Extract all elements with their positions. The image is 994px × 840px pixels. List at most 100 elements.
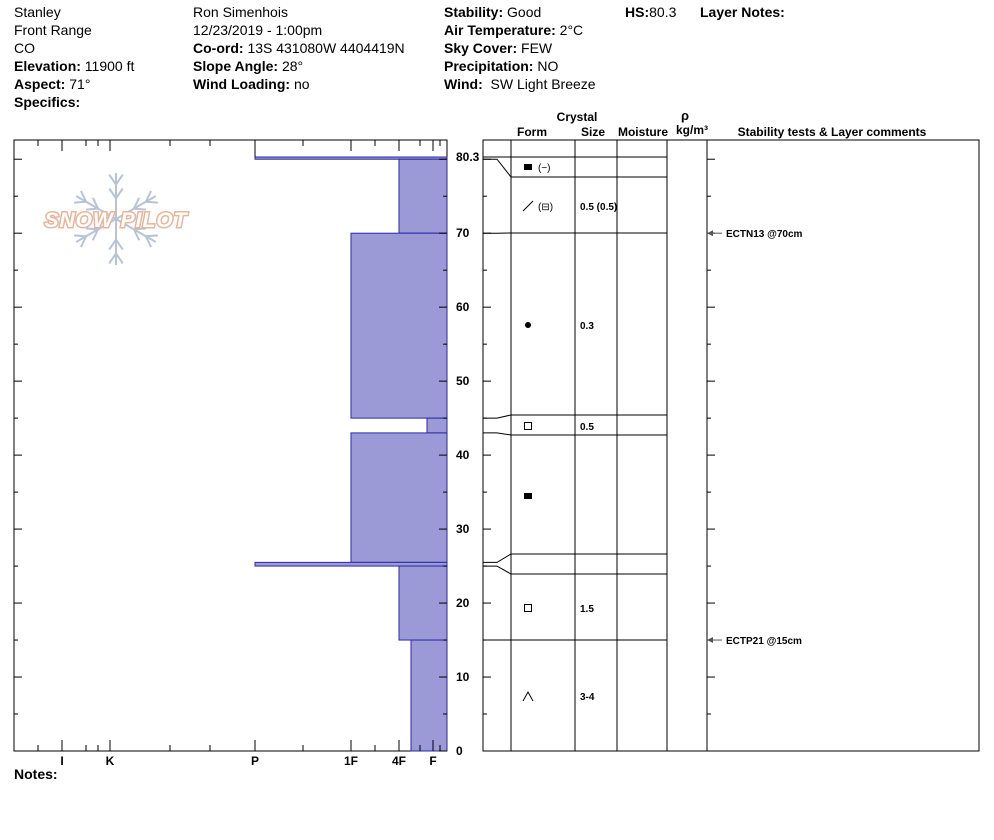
hardness-bar <box>254 561 448 567</box>
layer-boundary <box>483 553 667 563</box>
size-header: Size <box>581 125 605 139</box>
hardness-bar <box>426 417 448 434</box>
datetime: 12/23/2019 - 1:00pm <box>193 22 323 38</box>
flake-branch <box>115 174 124 186</box>
faceted-icon <box>524 604 532 612</box>
sky-cover: Sky Cover: FEW <box>444 40 553 56</box>
stability-tests: ECTN13 @70cm ECTP21 @15cm <box>707 229 803 647</box>
depth-label: 0 <box>456 744 463 758</box>
moisture-header: Moisture <box>618 125 668 139</box>
depth-label: 40 <box>456 448 470 462</box>
flake-branch <box>133 227 146 231</box>
flake-arm <box>75 195 117 220</box>
wind-loading: Wind Loading: no <box>193 76 310 92</box>
hardness-bar <box>410 639 448 752</box>
flake-branch <box>108 252 117 264</box>
secondary-form-label: (⊟) <box>538 202 553 213</box>
column-headers: Crystal Form Size Moisture ρ kg/m³ Stabi… <box>517 108 927 139</box>
rounded-faceted-icon <box>524 164 532 170</box>
elevation: Elevation: 11900 ft <box>14 58 135 74</box>
flake-branch <box>145 234 158 238</box>
hs: HS:80.3 <box>625 4 677 20</box>
depth-label: 50 <box>456 374 470 388</box>
grain-size-label: 3-4 <box>580 692 595 703</box>
snowpilot-logo: SNOW PILOT <box>43 173 189 265</box>
hardness-label: I <box>60 754 63 768</box>
grain-size-label: 1.5 <box>580 604 594 615</box>
grain-rows: (−) (⊟) 0.5 (0.5) 0.3 0.5 1.5 3-4 <box>522 163 617 703</box>
depth-axis: 0 10 20 30 40 50 60 70 80.3 <box>14 150 715 758</box>
air-temperature: Air Temperature: 2°C <box>444 22 584 38</box>
flake-branch <box>74 234 87 238</box>
flake-branch <box>86 227 99 231</box>
depth-label: 80.3 <box>456 150 480 164</box>
grain-size-label: 0.3 <box>580 321 594 332</box>
test-arrow-head <box>707 637 713 644</box>
header-col-weather: Stability: Good Air Temperature: 2°C Sky… <box>444 3 596 93</box>
observer: Ron Simenhois <box>193 4 288 20</box>
graupel-icon <box>525 322 531 328</box>
location: Stanley <box>14 4 61 20</box>
rounded-faceted-icon <box>524 493 532 499</box>
layer-boundary <box>483 432 667 436</box>
crystal-header: Crystal <box>557 110 598 124</box>
faceted-icon <box>524 422 532 430</box>
state: CO <box>14 40 35 56</box>
header-col-observer: Ron Simenhois 12/23/2019 - 1:00pm Co-ord… <box>193 3 405 93</box>
hardness-bar <box>254 156 448 160</box>
wind: Wind: SW Light Breeze <box>444 76 596 92</box>
form-header: Form <box>517 125 547 139</box>
layer-boundary <box>483 414 667 419</box>
flake-branch <box>108 239 117 251</box>
hardness-bar <box>350 232 448 419</box>
layer-notes: Layer Notes: <box>700 4 785 20</box>
hardness-label: P <box>251 754 259 768</box>
hardness-label: 4F <box>392 754 406 768</box>
layer-table-frame <box>482 139 980 752</box>
layer-boundary <box>483 158 667 178</box>
test-arrow-head <box>707 230 713 237</box>
hardness-layers <box>254 140 448 752</box>
stability-header: Stability tests & Layer comments <box>738 125 927 139</box>
flake-branch <box>80 235 88 248</box>
density-unit-header: kg/m³ <box>676 123 708 137</box>
flake-arm <box>75 218 117 243</box>
layer-boundaries <box>483 156 667 641</box>
stability: Stability: Good <box>444 4 542 20</box>
stability-test-label: ECTP21 @15cm <box>726 636 802 647</box>
flake-arm <box>115 195 157 220</box>
rho-header: ρ <box>681 108 689 123</box>
header-col-location: Stanley Front Range CO Elevation: 11900 … <box>14 3 134 111</box>
depth-label: 60 <box>456 300 470 314</box>
depth-label: 30 <box>456 522 470 536</box>
depth-label: 20 <box>456 596 470 610</box>
decomposing-icon <box>522 200 534 212</box>
hardness-label: K <box>106 754 115 768</box>
snowflake-icon <box>74 173 158 265</box>
aspect: Aspect: 71° <box>14 76 91 92</box>
flake-branch <box>108 187 117 199</box>
hardness-axis: I K P 1F 4F F <box>37 140 441 768</box>
flake-branch <box>115 187 124 199</box>
flake-branch <box>144 190 152 203</box>
flake-branch <box>144 235 152 248</box>
flake-branch <box>108 174 117 186</box>
depth-label: 70 <box>456 226 470 240</box>
layer-boundary <box>483 565 667 575</box>
flake-branch <box>133 228 141 241</box>
hardness-bar <box>350 432 448 563</box>
flake-branch <box>91 197 99 210</box>
flake-branch <box>91 228 99 241</box>
hardness-bar <box>398 158 448 234</box>
slope-angle: Slope Angle: 28° <box>193 58 304 74</box>
flake-branch <box>115 252 124 264</box>
flake-branch <box>115 239 124 251</box>
notes-label: Notes: <box>14 766 58 782</box>
flake-arm <box>115 218 157 243</box>
coordinates: Co-ord: 13S 431080W 4404419N <box>193 40 405 56</box>
grain-size-label: 0.5 <box>580 422 594 433</box>
flake-branch <box>133 207 146 211</box>
specifics: Specifics: <box>14 94 81 110</box>
logo-text: SNOW PILOT <box>45 209 189 232</box>
